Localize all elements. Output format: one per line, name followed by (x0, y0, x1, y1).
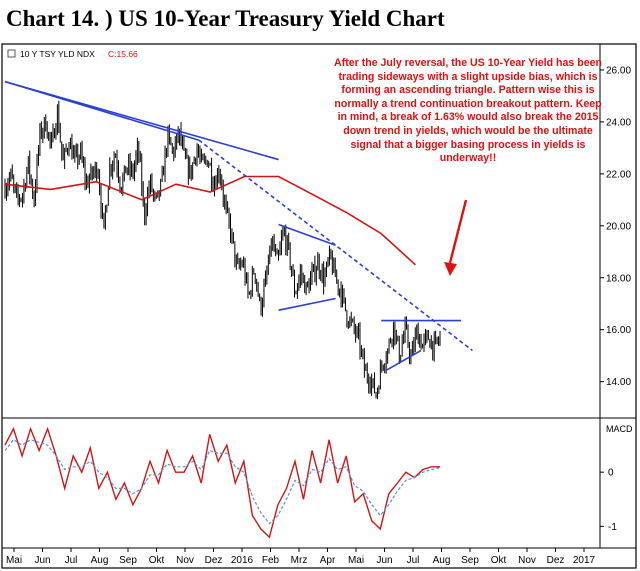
annotation-arrow (444, 199, 468, 276)
x-ticks: Mai Jun Jul Aug Sep Okt Nov Dez 2016 Feb Mrz Apr Mai… (6, 548, 596, 566)
macd-tick-label: -1 (608, 522, 617, 533)
x-tick-label: Jun (376, 555, 392, 566)
y-tick-label: 24.00 (606, 117, 631, 128)
outer-frame (1, 43, 637, 569)
y-tick-label: 20.00 (606, 221, 631, 232)
x-tick-label: Mrz (291, 555, 308, 566)
page-title: Chart 14. ) US 10-Year Treasury Yield Ch… (6, 6, 445, 31)
title-bar: Chart 14. ) US 10-Year Treasury Yield Ch… (0, 0, 640, 40)
price-series (4, 100, 441, 400)
y-tick-label: 16.00 (606, 325, 631, 336)
x-tick-label: Dez (547, 555, 565, 566)
macd-line (4, 426, 440, 539)
macd-tick-label: 0 (608, 468, 614, 479)
arrow-head (444, 262, 457, 276)
rising-support-line (386, 349, 422, 371)
x-tick-label: Jun (34, 555, 50, 566)
x-tick-label: Mai (348, 555, 364, 566)
macd-label: MACD (606, 424, 633, 434)
x-tick-label: 2016 (231, 555, 254, 566)
x-tick-label: Aug (91, 555, 109, 566)
y-tick-label: 14.00 (606, 377, 631, 388)
moving-average-line (4, 175, 416, 266)
x-tick-label: Jul (65, 555, 78, 566)
triangle-upper-line (278, 223, 336, 247)
triangle-lower-line (278, 297, 336, 311)
ticker-header: 10 Y TSY YLD NDX C:15.66 (7, 49, 138, 59)
x-tick-label: Okt (491, 555, 507, 566)
secondary-downtrend-line (4, 80, 279, 161)
x-tick-label: Aug (433, 555, 451, 566)
x-tick-label: Okt (149, 555, 165, 566)
y-tick-label: 22.00 (606, 169, 631, 180)
x-tick-label: Jul (407, 555, 420, 566)
ticker-value: C:15.66 (108, 49, 138, 59)
ticker-label: 10 Y TSY YLD NDX (20, 49, 95, 59)
x-tick-label: Sep (119, 555, 137, 566)
x-tick-label: Nov (176, 555, 194, 566)
y-tick-label: 26.00 (606, 65, 631, 76)
signal-line (4, 438, 441, 525)
x-tick-label: Mai (6, 555, 22, 566)
ticker-box-icon (7, 49, 16, 58)
x-tick-label: Dez (205, 555, 223, 566)
price-y-ticks: 26.00 24.00 22.00 20.00 18.00 16.00 14.00 (600, 65, 631, 388)
x-tick-label: Apr (320, 555, 336, 566)
x-tick-label: Feb (262, 555, 280, 566)
arrow-shaft (448, 199, 468, 264)
chart-annotation: After the July reversal, the US 10-Year … (334, 57, 602, 165)
downtrend-extension (198, 139, 473, 352)
x-tick-label: Nov (518, 555, 536, 566)
y-tick-label: 18.00 (606, 273, 631, 284)
x-tick-label: Sep (461, 555, 479, 566)
macd-y-ticks: 0 -1 (600, 468, 617, 533)
x-tick-label: 2017 (573, 555, 596, 566)
